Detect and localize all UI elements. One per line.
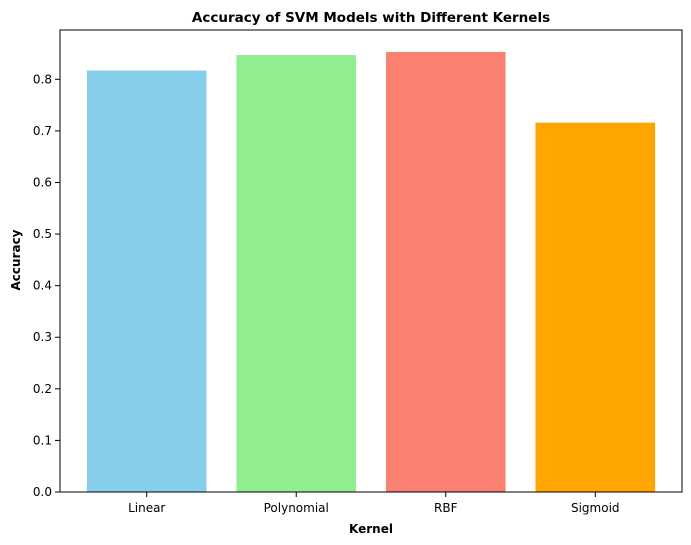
plot-frame bbox=[59, 29, 683, 493]
x-tick-label: Polynomial bbox=[264, 501, 329, 515]
bar-polynomial bbox=[236, 55, 357, 493]
y-tick-label: 0.1 bbox=[33, 433, 52, 447]
bar-rbf bbox=[385, 51, 506, 493]
x-tick-label: Sigmoid bbox=[571, 501, 620, 515]
chart-title: Accuracy of SVM Models with Different Ke… bbox=[192, 10, 550, 26]
x-tick-label: RBF bbox=[434, 501, 458, 515]
y-tick-label: 0.5 bbox=[33, 227, 52, 241]
y-tick-label: 0.6 bbox=[33, 175, 52, 189]
x-axis-label: Kernel bbox=[349, 522, 393, 536]
bar-sigmoid bbox=[535, 122, 656, 492]
y-tick-label: 0.0 bbox=[33, 485, 52, 499]
plot-area: 0.0 0.1 0.2 0.3 0.4 0.5 0.6 0.7 0.8 Linear Polynom… bbox=[33, 29, 683, 515]
y-tick-label: 0.3 bbox=[33, 330, 52, 344]
bar-linear bbox=[86, 70, 207, 492]
y-tick-label: 0.4 bbox=[33, 279, 52, 293]
x-tick-label: Linear bbox=[128, 501, 165, 515]
y-tick-label: 0.7 bbox=[33, 124, 52, 138]
y-axis-label: Accuracy bbox=[9, 229, 23, 290]
y-tick-label: 0.8 bbox=[33, 72, 52, 86]
y-tick-label: 0.2 bbox=[33, 382, 52, 396]
